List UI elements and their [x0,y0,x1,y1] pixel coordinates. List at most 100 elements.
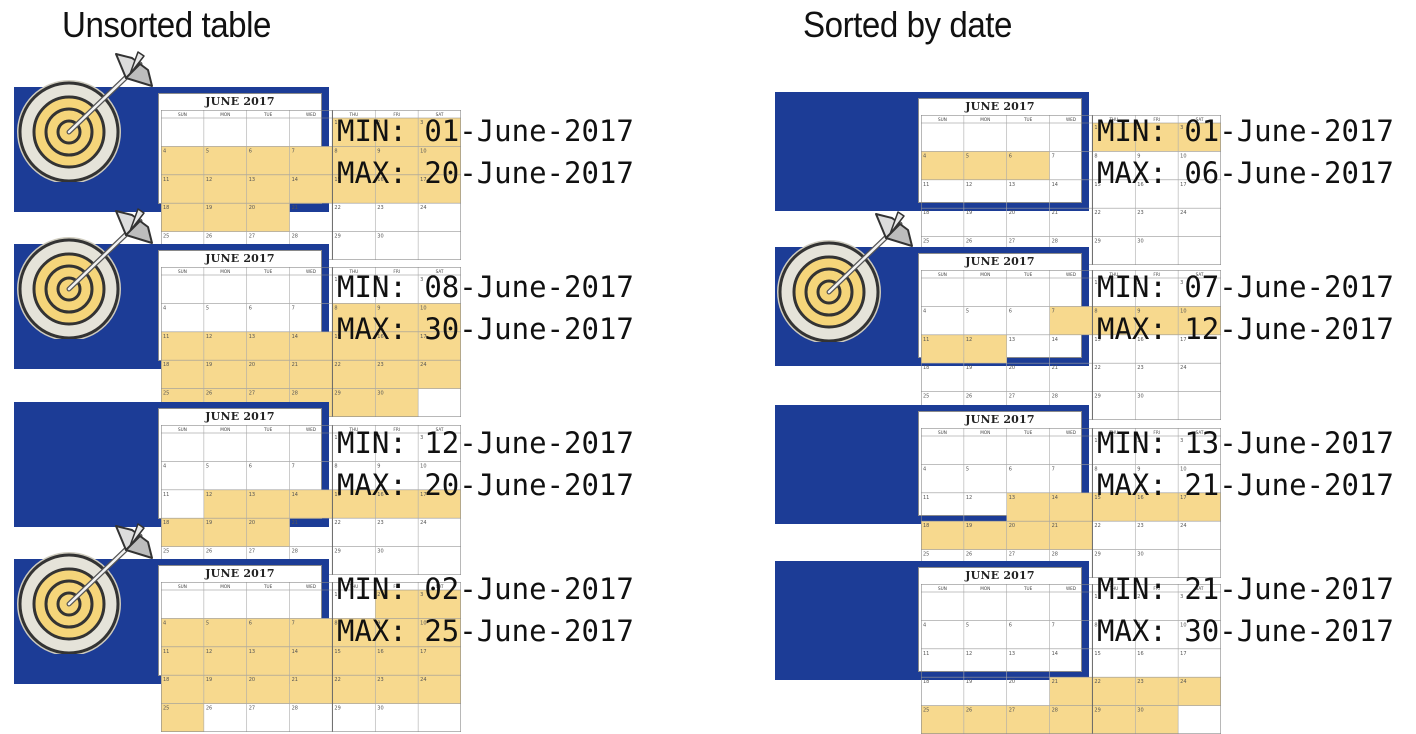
weekday-label: SUN [178,584,187,589]
day-number: 7 [1052,622,1055,628]
day-number: 9 [377,305,380,311]
day-number: 2 [1137,594,1140,600]
calendar: JUNE 2017 1 2 3 4 5 6 7 8 9 10 11 12 13 14 15 16 17 18 19 2… [918,253,1221,420]
highlighted-day [332,174,376,204]
max-date: 30-June-2017 [424,312,634,346]
highlighted-day [332,646,376,676]
weekday-label: SAT [436,112,444,117]
day-number: 20 [1009,679,1015,685]
day-number: 8 [334,463,337,469]
day-number: 28 [1052,239,1058,245]
weekday-label: SAT [1196,117,1204,122]
day-number: 17 [420,492,426,498]
max-date: 25-June-2017 [424,614,634,648]
day-number: 6 [249,620,252,626]
day-number: 6 [1009,466,1012,472]
day-number: 16 [1137,495,1143,501]
day-number: 3 [420,120,423,126]
sorted-range-2: MIN: 07-June-2017 MAX: 12-June-2017 [1097,266,1394,350]
day-number: 15 [334,649,340,655]
highlighted-day [161,618,204,647]
day-number: 28 [292,549,298,555]
day-number: 24 [420,677,426,683]
day-number: 9 [1137,153,1140,159]
weekday-label: MON [220,584,230,589]
highlighted-day [161,518,204,547]
day-number: 14 [1052,337,1058,343]
max-label: MAX: [337,312,407,346]
day-number: 20 [1009,210,1015,216]
highlighted-day [289,646,333,676]
day-number: 6 [249,305,252,311]
day-number: 17 [420,334,426,340]
highlighted-day [418,489,461,519]
weekday-label: SAT [1196,430,1204,435]
weekday-label: MON [980,272,990,277]
day-number: 18 [163,677,169,683]
day-number: 18 [923,523,929,529]
day-number: 22 [334,677,340,683]
highlighted-day [418,146,461,175]
min-line: MIN: 02-June-2017 [337,568,634,610]
calendar-title: JUNE 2017 [205,252,275,265]
day-number: 27 [249,234,255,240]
highlighted-day [375,118,419,147]
day-number: 23 [1137,523,1143,529]
highlighted-day [1049,306,1093,335]
day-number: 22 [1094,365,1100,371]
highlighted-day [1178,306,1221,335]
min-date: 08-June-2017 [424,270,634,304]
highlighted-day [1092,492,1136,522]
highlighted-day [203,146,247,175]
day-number: 29 [1094,239,1100,245]
unsorted-range-4: MIN: 02-June-2017 MAX: 25-June-2017 [337,568,634,652]
min-date: 12-June-2017 [424,426,634,460]
highlighted-day [963,521,1007,550]
highlighted-day [203,489,247,519]
max-date: 12-June-2017 [1184,312,1394,346]
highlighted-day [332,146,376,175]
highlighted-day [289,146,333,175]
day-number: 19 [206,677,212,683]
weekday-label: FRI [1153,272,1160,277]
min-label: MIN: [1097,572,1167,606]
highlighted-day [921,334,964,364]
day-number: 22 [334,205,340,211]
day-number: 18 [163,362,169,368]
day-number: 26 [966,394,972,400]
min-date: 07-June-2017 [1184,270,1394,304]
highlighted-day [418,360,461,389]
day-number: 16 [1137,337,1143,343]
day-number: 26 [966,239,972,245]
day-number: 27 [1009,239,1015,245]
day-number: 29 [334,549,340,555]
highlighted-day [375,174,419,204]
day-number: 9 [1137,622,1140,628]
unsorted-partition-3: JUNE 2017 1 2 3 4 5 6 7 8 9 10 11 12 13 14 15 16 17 18 19 2… [14,402,461,575]
weekday-label: FRI [1153,586,1160,591]
day-number: 10 [420,305,426,311]
day-number: 4 [923,153,926,159]
day-number: 11 [163,334,169,340]
min-line: MIN: 01-June-2017 [1097,110,1394,152]
day-number: 17 [1180,495,1186,501]
highlighted-day [332,618,376,647]
day-number: 4 [163,620,166,626]
day-number: 27 [1009,708,1015,714]
highlighted-day [418,174,461,204]
day-number: 14 [292,649,298,655]
calendar-title: JUNE 2017 [965,255,1035,268]
day-number: 20 [249,205,255,211]
max-date: 20-June-2017 [424,156,634,190]
day-number: 9 [1137,308,1140,314]
day-number: 1 [334,120,337,126]
weekday-label: WED [306,112,316,117]
day-number: 25 [923,552,929,558]
day-number: 3 [1180,125,1183,131]
weekday-label: FRI [393,584,400,589]
day-number: 4 [163,305,166,311]
day-number: 28 [1052,552,1058,558]
sorted-range-4: MIN: 21-June-2017 MAX: 30-June-2017 [1097,568,1394,652]
calendar-title: JUNE 2017 [205,567,275,580]
day-number: 2 [1137,438,1140,444]
